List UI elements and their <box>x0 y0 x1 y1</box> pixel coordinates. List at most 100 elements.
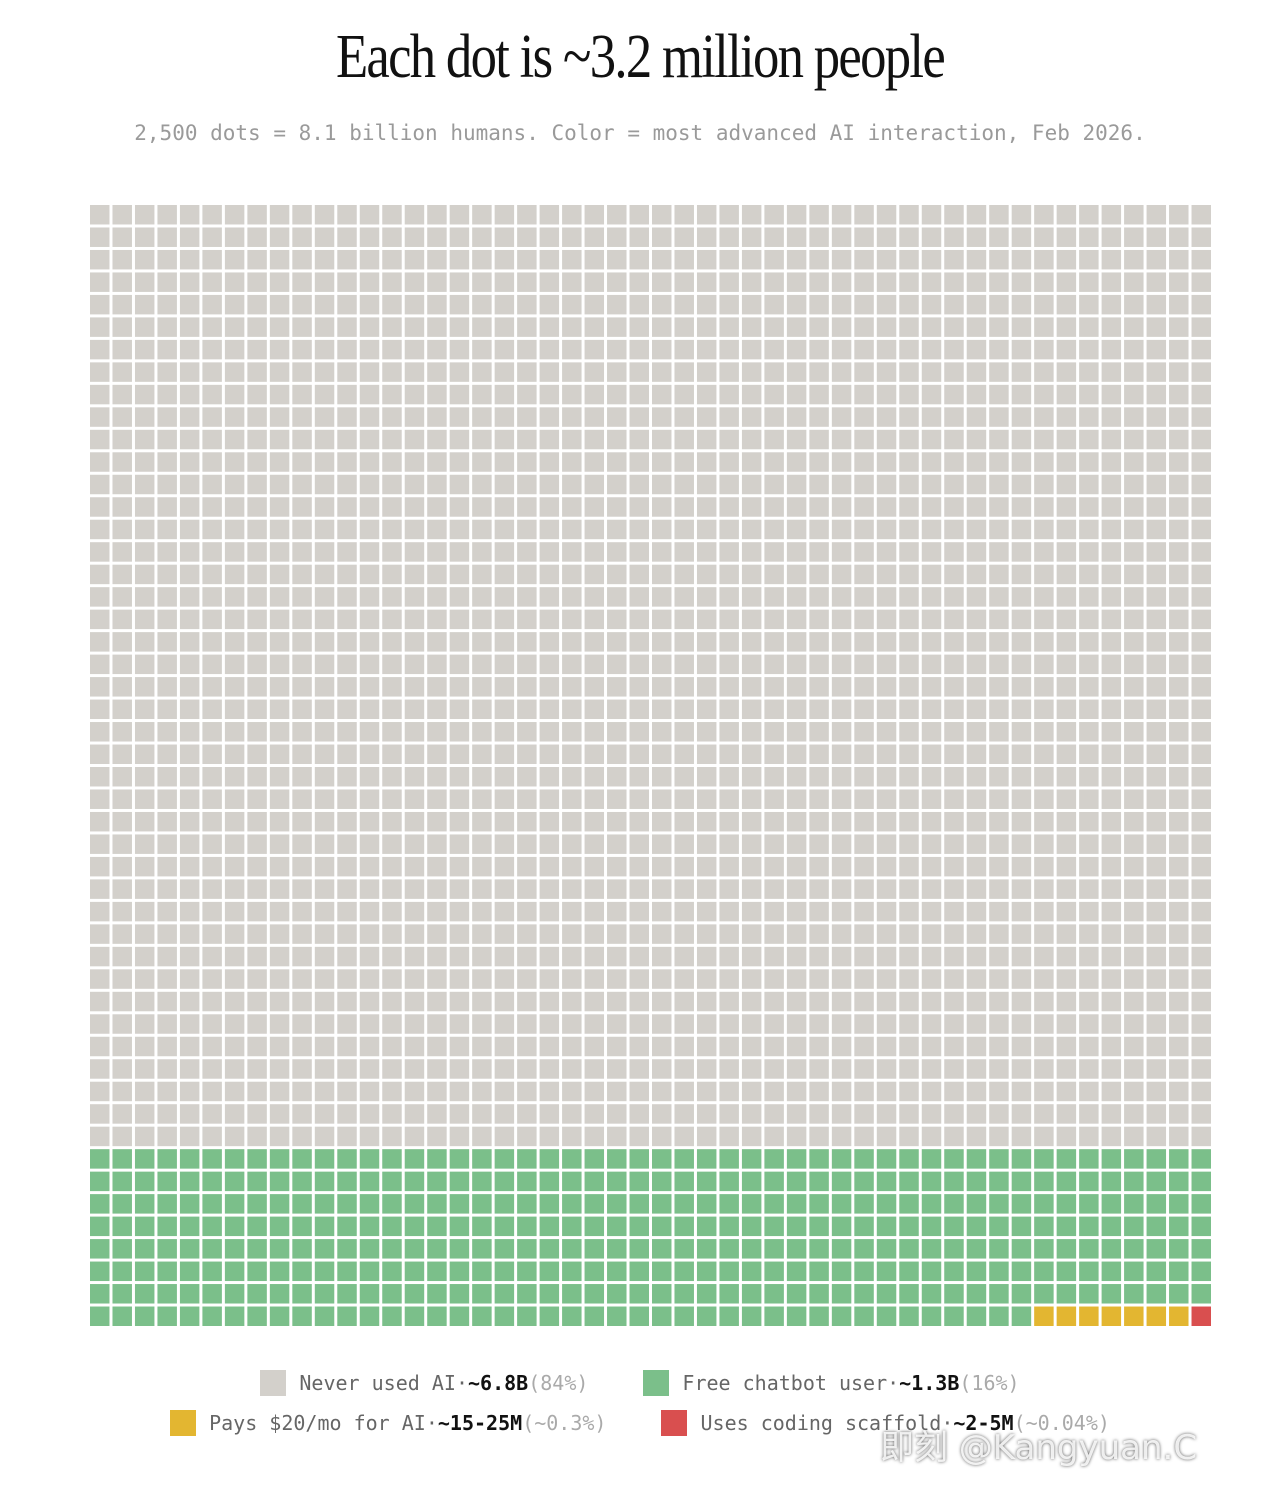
dot <box>90 497 110 517</box>
dot <box>359 789 380 809</box>
dot <box>269 294 290 315</box>
dot <box>157 789 177 809</box>
dot <box>696 654 717 675</box>
dot <box>382 879 402 899</box>
dot <box>966 1216 987 1237</box>
dot <box>876 317 897 337</box>
dot <box>337 744 357 764</box>
dot <box>382 587 402 607</box>
dot <box>1011 789 1032 809</box>
dot <box>359 744 380 764</box>
dot <box>1191 1036 1211 1057</box>
dot <box>157 1104 177 1124</box>
dot <box>134 722 155 742</box>
dot <box>1146 946 1167 967</box>
dot <box>382 1194 402 1214</box>
dot <box>652 946 672 967</box>
dot <box>224 205 245 225</box>
dot <box>157 474 177 495</box>
dot <box>854 1036 874 1057</box>
dot <box>292 677 312 697</box>
dot <box>1146 362 1167 382</box>
dot <box>517 1104 537 1124</box>
dot <box>719 205 739 225</box>
dot <box>921 519 942 540</box>
dot <box>359 1104 380 1124</box>
dot <box>134 1216 155 1237</box>
dot <box>741 677 762 697</box>
dot <box>966 1059 987 1079</box>
dot <box>696 429 717 450</box>
dot <box>404 1014 425 1034</box>
dot <box>764 632 784 652</box>
dot <box>314 205 335 225</box>
dot <box>1034 1239 1054 1259</box>
dot <box>539 1171 560 1192</box>
dot <box>876 1194 897 1214</box>
dot <box>112 654 132 675</box>
dot <box>202 677 222 697</box>
dot <box>1124 429 1144 450</box>
dot <box>719 1284 739 1304</box>
dot <box>652 294 672 315</box>
dot <box>1056 407 1077 427</box>
dot <box>989 1081 1009 1102</box>
dot <box>494 339 515 360</box>
dot <box>337 1104 357 1124</box>
dot <box>1101 1216 1122 1237</box>
dot <box>899 1194 919 1214</box>
dot <box>337 519 357 540</box>
dot <box>247 564 267 585</box>
dot <box>786 362 807 382</box>
dot <box>494 205 515 225</box>
dot <box>786 1194 807 1214</box>
dot <box>202 384 222 405</box>
dot <box>134 1036 155 1057</box>
dot <box>337 609 357 630</box>
dot <box>1191 227 1211 247</box>
dot <box>1124 991 1144 1012</box>
dot <box>584 339 605 360</box>
dot <box>1079 429 1099 450</box>
dot <box>786 1059 807 1079</box>
dot <box>112 1036 132 1057</box>
dot <box>134 654 155 675</box>
dot <box>314 901 335 922</box>
dot <box>584 901 605 922</box>
dot <box>269 587 290 607</box>
dot <box>1056 789 1077 809</box>
dot <box>629 699 649 720</box>
dot <box>899 1284 919 1304</box>
dot <box>472 227 492 247</box>
dot <box>247 1306 267 1326</box>
dot <box>876 587 897 607</box>
dot <box>1034 699 1054 720</box>
dot <box>1079 946 1099 967</box>
dot <box>1034 654 1054 675</box>
dot <box>809 362 829 382</box>
dot <box>202 767 222 787</box>
dot <box>247 924 267 944</box>
dot <box>224 564 245 585</box>
dot <box>427 272 447 292</box>
dot <box>764 767 784 787</box>
dot <box>1101 1239 1122 1259</box>
dot <box>562 654 582 675</box>
dot <box>989 1014 1009 1034</box>
dot <box>1101 879 1122 899</box>
dot <box>1011 901 1032 922</box>
dot <box>472 722 492 742</box>
dot <box>652 1261 672 1282</box>
dot <box>629 609 649 630</box>
legend-item: Uses coding scaffold · ~2-5M (~0.04%) <box>661 1410 1110 1436</box>
dot <box>876 407 897 427</box>
dot <box>539 429 560 450</box>
dot <box>741 1059 762 1079</box>
dot <box>382 811 402 832</box>
dot <box>944 946 964 967</box>
dot <box>314 1284 335 1304</box>
dot <box>269 227 290 247</box>
dot <box>90 1104 110 1124</box>
dot <box>247 699 267 720</box>
dot <box>786 317 807 337</box>
